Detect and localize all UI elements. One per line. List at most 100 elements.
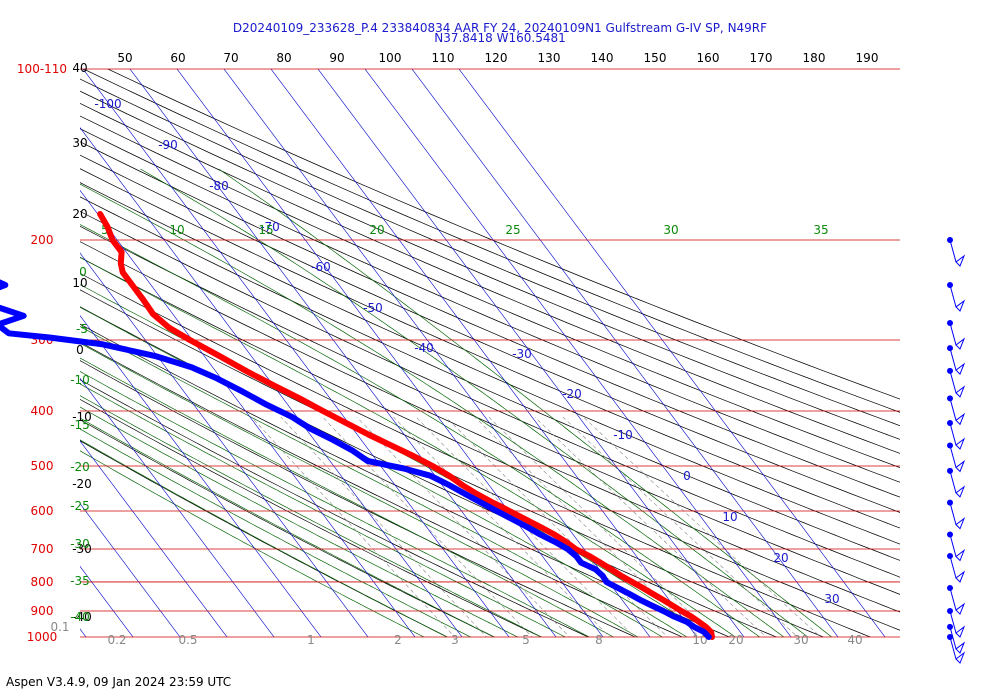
pressure-tick-label: 500 (31, 459, 54, 473)
pressure-tick-label: 700 (31, 542, 54, 556)
top-scale-label: 100 (379, 51, 402, 65)
isotherm-line (129, 69, 557, 637)
dry-adiabat-line (80, 241, 900, 613)
dry-adiabat-line (80, 256, 900, 631)
isotherm-label: 0 (683, 469, 691, 483)
isotherm-label: -90 (158, 138, 178, 152)
moist-adiabat-label: -25 (70, 499, 90, 513)
isotherm-line (176, 69, 604, 637)
mixing-ratio-label: 1 (307, 633, 315, 647)
dry-adiabat-line (80, 78, 900, 427)
top-scale-label: 60 (170, 51, 185, 65)
isotherm-label: 20 (773, 551, 788, 565)
mixing-ratio-label: 10 (692, 633, 707, 647)
moist-adiabat-label: -5 (76, 322, 88, 336)
wind-barb-staff (949, 534, 957, 557)
wind-barb-pennant (955, 517, 966, 530)
wind-barb (947, 395, 966, 426)
isotherm-label: 10 (722, 510, 737, 524)
moist-adiabat-label: -20 (70, 460, 90, 474)
moist-adiabat-line (80, 183, 785, 637)
dry-adiabat-line (82, 69, 900, 413)
mixing-ratio-line (393, 416, 611, 637)
left-scale-label: 40 (72, 61, 87, 75)
wind-barb-staff (949, 239, 957, 263)
moist-adiabat-label: -30 (70, 537, 90, 551)
wind-barb (947, 552, 966, 583)
isotherm-line (411, 69, 839, 637)
mixing-ratio-line (280, 416, 487, 637)
wind-barb (947, 608, 966, 638)
mixing-ratio-line (445, 416, 668, 637)
wind-barb-pennant (955, 362, 966, 375)
isotherm-line (80, 440, 228, 637)
left-scale-label: -40 (72, 610, 92, 624)
dry-adiabat-line (80, 289, 825, 637)
dry-adiabat-line (80, 210, 900, 578)
wind-barb-staff (949, 284, 957, 308)
left-scale-label: 10 (72, 276, 87, 290)
wind-barb-pennant (955, 412, 966, 426)
isotherm-label: -60 (311, 260, 331, 274)
isotherm-label: -40 (414, 341, 434, 355)
isotherm-line (80, 503, 181, 637)
wind-barb-staff (949, 587, 957, 611)
wind-barb (947, 319, 966, 350)
chart-title-line2: N37.8418 W160.5481 (434, 31, 566, 45)
mixing-ratio-label: 0.1 (50, 620, 69, 634)
wind-barb-pennant (955, 337, 966, 350)
isotherm-line (82, 69, 510, 637)
wind-barb-staff (949, 636, 957, 660)
dry-adiabat-line (80, 272, 872, 637)
wind-barb-pennant (955, 641, 966, 654)
wind-barb-pennant (955, 254, 966, 267)
moist-adiabat-label: -15 (70, 418, 90, 432)
wind-barb (947, 420, 966, 450)
wind-barb-pennant (955, 602, 966, 615)
wind-barb-staff (949, 422, 957, 446)
moist-adiabat-label: -10 (70, 373, 90, 387)
dry-adiabat-line (80, 341, 684, 637)
mixing-ratio-label: 8 (595, 633, 603, 647)
dry-adiabat-line (80, 225, 900, 595)
moist-adiabat-label: 35 (813, 223, 828, 237)
isotherm-line (80, 189, 416, 637)
wind-barb-pennant (955, 437, 966, 450)
wind-barb-staff (949, 626, 957, 650)
wind-barb-staff (949, 347, 957, 371)
wind-barb-staff (949, 370, 957, 394)
top-scale-label: 170 (750, 51, 773, 65)
dry-adiabat-line (80, 103, 900, 454)
moist-adiabat-line (80, 326, 664, 637)
dry-adiabat-line (107, 69, 900, 400)
isotherm-line (80, 377, 275, 637)
wind-barb-pennant (955, 299, 966, 312)
top-scale-label: 80 (276, 51, 291, 65)
wind-barb (947, 236, 966, 267)
wind-barb-pennant (955, 549, 966, 562)
top-scale-label: 150 (644, 51, 667, 65)
wind-barb (947, 585, 966, 615)
top-scale-label: 190 (856, 51, 879, 65)
top-scale-label: 180 (803, 51, 826, 65)
pressure-tick-label: 100-110 (17, 62, 67, 76)
temperature-profile (97, 211, 715, 640)
dry-adiabat-line (80, 360, 637, 637)
wind-barb-pennant (955, 625, 966, 638)
pressure-tick-label: 200 (31, 233, 54, 247)
wind-barb-staff (949, 502, 957, 525)
isotherm-label: -50 (363, 301, 383, 315)
pressure-tick-label: 800 (31, 575, 54, 589)
isotherm-label: -30 (512, 347, 532, 361)
isotherm-label: -80 (209, 179, 229, 193)
moist-adiabat-label: -35 (70, 574, 90, 588)
dry-adiabat-line (80, 398, 543, 637)
wind-barb (947, 467, 966, 498)
background-lines (80, 69, 900, 637)
moist-adiabat-label: 0 (79, 265, 87, 279)
wind-barb-pennant (955, 459, 966, 473)
wind-barb-staff (949, 470, 957, 494)
top-scale-label: 50 (117, 51, 132, 65)
left-scale-label: -20 (72, 477, 92, 491)
